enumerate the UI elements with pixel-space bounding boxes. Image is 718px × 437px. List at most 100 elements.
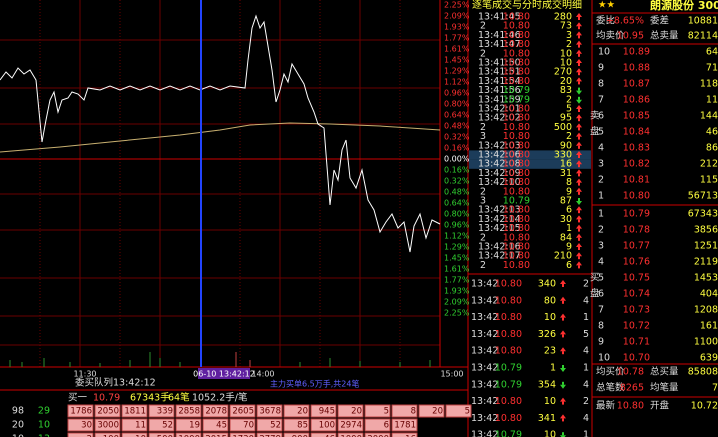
queue-cell — [283, 418, 310, 432]
queue-cell — [148, 432, 175, 437]
trade-volume: 330 — [554, 150, 572, 161]
trade-time: 2 — [480, 260, 486, 271]
row-highlight — [469, 150, 591, 160]
axis-label: 1.61% — [444, 265, 470, 274]
trade-volume: 90 — [560, 140, 572, 151]
queue-time: 13:42:12 — [113, 378, 156, 389]
queue-cell — [67, 432, 94, 437]
axis-label: 1.29% — [444, 243, 470, 252]
queue-value: 1000 — [340, 435, 362, 437]
axis-label: 0.48% — [444, 188, 470, 197]
level-price: 10.79 — [623, 209, 650, 220]
trade-volume: 16 — [560, 159, 572, 170]
queue-cell — [283, 432, 310, 437]
trade-volume: 5 — [566, 104, 572, 115]
minute-price: 10.79 — [495, 363, 522, 374]
level-volume: 1251 — [694, 241, 718, 252]
minute-price: 10.79 — [495, 379, 522, 390]
queue-value: 20 — [297, 407, 308, 417]
minute-price: 10.80 — [495, 413, 522, 424]
level-number: 8 — [598, 79, 604, 90]
level-price: 10.70 — [623, 353, 650, 364]
cursor-label-box — [198, 368, 250, 379]
quote-value: 10.95 — [617, 31, 644, 42]
quote-label: 委比 — [596, 15, 615, 27]
trade-volume: 31 — [560, 168, 572, 179]
trade-time: 2 — [480, 232, 486, 243]
trade-time: 13:41:54 — [478, 76, 521, 87]
direction-arrow — [560, 414, 566, 419]
queue-cell — [256, 432, 283, 437]
level-price: 10.84 — [623, 127, 650, 138]
direction-arrow — [576, 114, 582, 119]
queue-cell — [256, 418, 283, 432]
minute-volume: 340 — [538, 279, 556, 290]
quote-value: 10.80 — [617, 401, 644, 412]
level-number: 6 — [598, 111, 604, 122]
queue-value: 70 — [243, 421, 254, 431]
queue-cell — [202, 432, 229, 437]
queue-value: 2050 — [97, 407, 119, 417]
queue-cell — [229, 418, 256, 432]
direction-arrow — [576, 252, 582, 257]
axis-label: 0.64% — [444, 199, 470, 208]
level-number: 4 — [598, 257, 604, 268]
level-volume: 1453 — [694, 273, 718, 284]
direction-arrow — [576, 99, 582, 104]
direction-arrow — [560, 313, 566, 318]
queue-cell — [310, 432, 337, 437]
direction-arrow — [560, 347, 566, 352]
level-volume: 1100 — [694, 337, 718, 348]
direction-arrow — [576, 261, 582, 266]
queue-cell — [391, 432, 418, 437]
quote-value: 10881 — [688, 16, 718, 27]
level-number: 1 — [598, 191, 604, 202]
trade-price: 10.80 — [503, 76, 530, 87]
level-price: 10.78 — [623, 225, 650, 236]
quote-value: 10.78 — [617, 367, 644, 378]
minute-price: 10.80 — [495, 396, 522, 407]
trade-volume: 30 — [560, 214, 572, 225]
queue-cell — [121, 404, 148, 418]
queue-cell — [337, 418, 364, 432]
queue-cell — [229, 432, 256, 437]
row-highlight — [469, 159, 591, 169]
queue-cell — [148, 404, 175, 418]
level-price: 10.73 — [623, 305, 650, 316]
quote-label: 最新 — [596, 400, 616, 412]
queue-cell — [445, 404, 472, 418]
queue-value: 46 — [324, 435, 335, 437]
trade-price: 10.79 — [503, 94, 530, 105]
queue-cell — [364, 404, 391, 418]
queue-value: 20 — [432, 407, 443, 417]
direction-arrow — [576, 13, 582, 17]
queue-cell — [283, 404, 310, 418]
level-volume: 118 — [700, 79, 718, 90]
cursor-label: 06-10 13:42:12 — [193, 370, 255, 379]
level-number: 3 — [598, 159, 604, 170]
minute-count: 4 — [583, 346, 589, 357]
quote-value: 7 — [712, 383, 718, 394]
queue-orders: 64笔 — [168, 392, 190, 404]
level-price: 10.87 — [623, 79, 650, 90]
level-volume: 3856 — [694, 225, 718, 236]
queue-value: 10 — [135, 435, 146, 437]
trade-volume: 87 — [560, 196, 572, 207]
queue-value: 2858 — [178, 407, 200, 417]
queue-value: 8 — [411, 407, 416, 417]
level-volume: 161 — [700, 321, 718, 332]
minute-count: 1 — [583, 312, 589, 323]
trade-time: 13:41:47 — [478, 39, 521, 50]
minute-volume: 326 — [538, 329, 556, 340]
minute-time: 13:42 — [471, 363, 498, 374]
trade-volume: 3 — [566, 30, 572, 41]
queue-title: 委买队列 — [75, 377, 113, 389]
trade-price: 10.80 — [503, 131, 530, 142]
trade-time: 13:41:51 — [478, 67, 521, 78]
axis-label: 1.93% — [444, 23, 470, 32]
minute-count: 1 — [583, 430, 589, 437]
price-line — [0, 14, 441, 253]
minute-time: 13:42 — [471, 346, 498, 357]
time-label: 11:30 — [73, 370, 96, 379]
queue-side-number: 13 — [38, 434, 50, 437]
